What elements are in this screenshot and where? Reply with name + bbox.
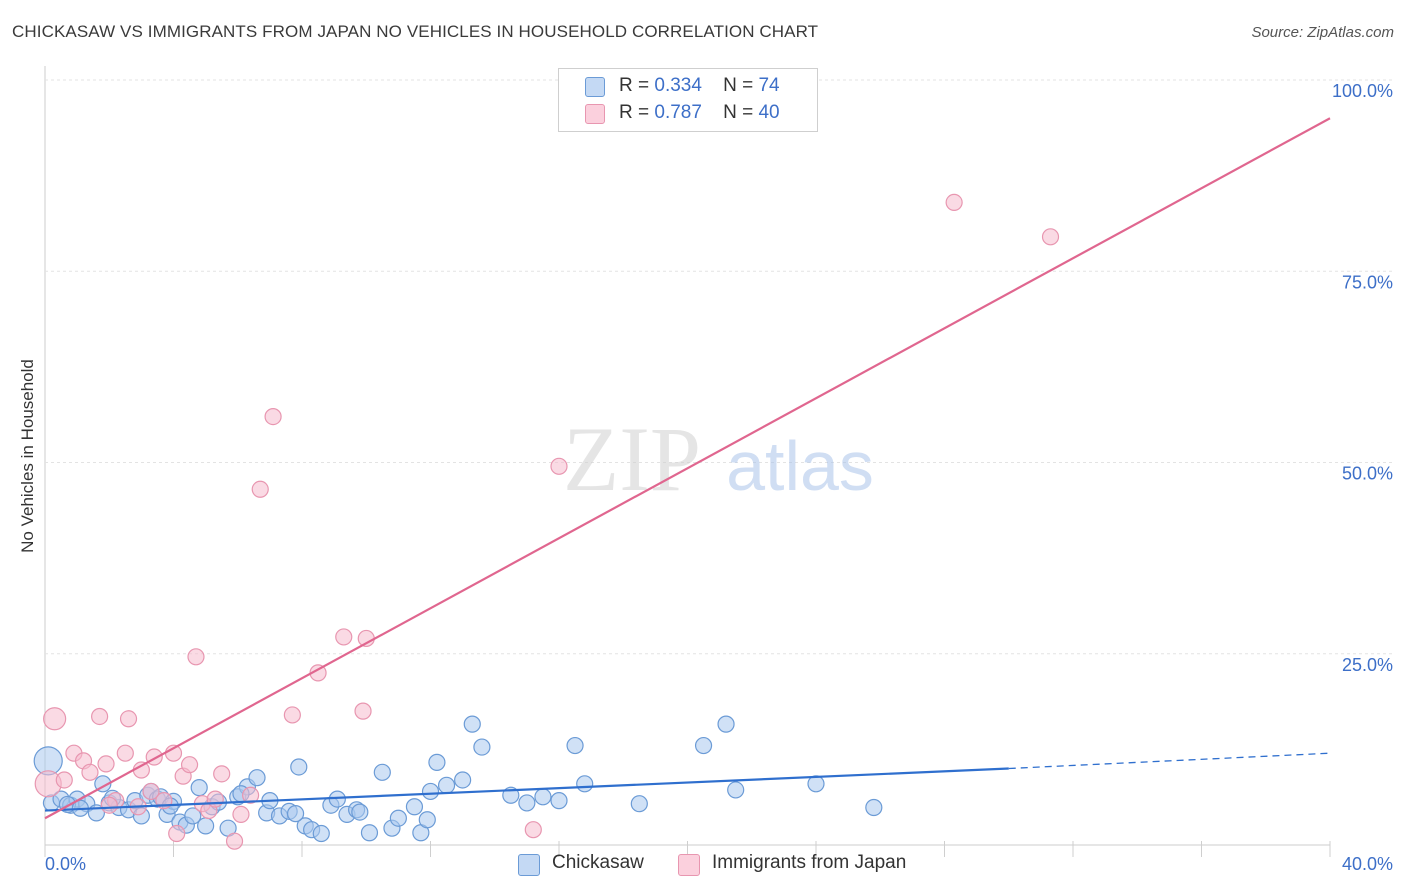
legend-r-value: 0.334 bbox=[654, 75, 702, 96]
japan-point bbox=[242, 786, 260, 804]
chickasaw-point bbox=[727, 781, 745, 799]
japan-point bbox=[55, 771, 73, 789]
bottom-legend-swatch-chickasaw bbox=[518, 854, 540, 876]
chickasaw-point bbox=[190, 779, 208, 797]
legend-n-label: N = bbox=[723, 102, 754, 123]
chickasaw-trend-line bbox=[44, 767, 1009, 812]
chickasaw-point bbox=[197, 817, 215, 835]
source-label: Source: ZipAtlas.com bbox=[1251, 24, 1394, 41]
legend-swatch-chickasaw bbox=[585, 77, 605, 97]
legend-r-value: 0.787 bbox=[654, 102, 702, 123]
japan-point bbox=[97, 755, 115, 773]
chickasaw-point bbox=[184, 807, 202, 825]
chickasaw-point bbox=[418, 811, 436, 829]
japan-point bbox=[335, 628, 353, 646]
japan-point bbox=[354, 702, 372, 720]
chickasaw-point bbox=[473, 738, 491, 756]
japan-point bbox=[283, 706, 301, 724]
chickasaw-point bbox=[373, 763, 391, 781]
y-tick-label: 50.0% bbox=[1342, 464, 1393, 484]
y-tick-label: 25.0% bbox=[1342, 655, 1393, 675]
bottom-legend-swatch-japan bbox=[678, 854, 700, 876]
chickasaw-point bbox=[566, 736, 584, 755]
legend-n-value: 74 bbox=[758, 75, 780, 96]
chickasaw-point bbox=[518, 794, 536, 812]
bottom-legend-label-japan: Immigrants from Japan bbox=[712, 852, 907, 873]
japan-point bbox=[251, 480, 269, 498]
chickasaw-point bbox=[421, 782, 440, 801]
watermark-atlas: atlas bbox=[726, 427, 874, 505]
chickasaw-trend-extension bbox=[1008, 752, 1331, 770]
chickasaw-point bbox=[360, 824, 379, 842]
japan-point bbox=[206, 790, 224, 808]
chickasaw-point bbox=[576, 775, 594, 793]
japan-point bbox=[945, 193, 963, 211]
bottom-legend-label-chickasaw: Chickasaw bbox=[552, 852, 644, 873]
japan-point bbox=[116, 744, 134, 762]
grid-layer bbox=[44, 66, 1392, 857]
legend-n-label: N = bbox=[723, 75, 754, 96]
chickasaw-point bbox=[717, 715, 735, 733]
x-tick-label: 40.0% bbox=[1342, 854, 1393, 874]
chickasaw-point bbox=[428, 753, 446, 771]
japan-point bbox=[132, 761, 150, 779]
tick-labels-layer: 25.0% 50.0% 75.0% 100.0% 0.0% 40.0% bbox=[45, 81, 1393, 874]
chickasaw-point bbox=[351, 803, 369, 821]
y-tick-label: 100.0% bbox=[1332, 81, 1393, 101]
japan-point bbox=[550, 457, 568, 475]
japan-point bbox=[91, 707, 109, 726]
japan-point bbox=[100, 796, 118, 814]
japan-point bbox=[1041, 228, 1060, 246]
japan-point bbox=[213, 765, 231, 783]
japan-point bbox=[119, 710, 138, 728]
japan-point bbox=[225, 832, 244, 850]
chickasaw-point bbox=[248, 769, 266, 787]
chickasaw-point bbox=[694, 736, 713, 755]
chickasaw-point bbox=[534, 788, 552, 806]
chickasaw-point bbox=[463, 715, 481, 733]
legend-text-chickasaw: R = 0.334 N = 74 bbox=[619, 75, 780, 97]
chart-title: CHICKASAW VS IMMIGRANTS FROM JAPAN NO VE… bbox=[12, 22, 819, 41]
legend-r-label: R = bbox=[619, 102, 650, 123]
chickasaw-point bbox=[286, 805, 305, 823]
japan-point bbox=[43, 707, 67, 731]
y-tick-label: 75.0% bbox=[1342, 272, 1393, 292]
legend-n-value: 40 bbox=[758, 102, 780, 123]
japan-point bbox=[524, 821, 542, 839]
japan-point bbox=[180, 756, 199, 774]
x-tick-label: 0.0% bbox=[45, 854, 86, 874]
japan-point bbox=[232, 805, 250, 824]
legend-box: R = 0.334 N = 74 R = 0.787 N = 40 bbox=[558, 68, 818, 132]
chickasaw-point bbox=[405, 798, 424, 816]
legend-r-label: R = bbox=[619, 75, 650, 96]
chickasaw-point bbox=[630, 795, 648, 813]
points-layer bbox=[33, 193, 1060, 850]
chickasaw-point bbox=[389, 809, 407, 827]
chickasaw-point bbox=[807, 775, 825, 793]
japan-point bbox=[168, 824, 186, 843]
chickasaw-point bbox=[454, 771, 472, 789]
japan-point bbox=[187, 648, 205, 666]
legend-text-japan: R = 0.787 N = 40 bbox=[619, 102, 780, 124]
japan-point bbox=[81, 763, 99, 781]
chickasaw-point bbox=[437, 776, 456, 794]
chickasaw-point bbox=[865, 798, 883, 817]
japan-trend-line bbox=[44, 117, 1331, 820]
watermark-zip: ZIP bbox=[563, 408, 701, 510]
japan-point bbox=[142, 782, 160, 801]
chickasaw-point bbox=[550, 792, 568, 810]
japan-point bbox=[264, 408, 282, 426]
legend-swatch-japan bbox=[585, 104, 605, 124]
chickasaw-point bbox=[290, 758, 308, 776]
trend-layer bbox=[44, 117, 1331, 820]
chickasaw-point bbox=[312, 824, 330, 843]
